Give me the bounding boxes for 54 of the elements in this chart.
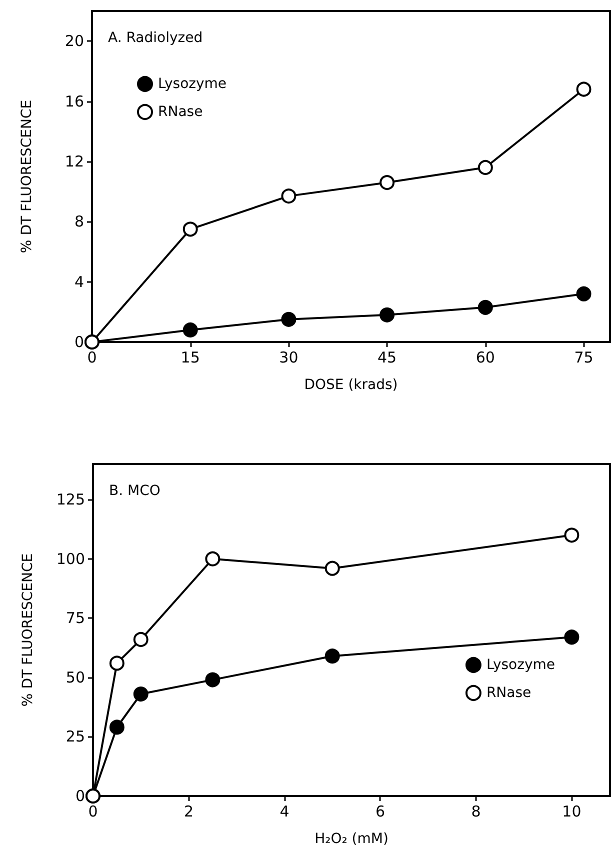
point [133, 686, 148, 702]
legend-label: RNase [486, 685, 532, 701]
point [478, 160, 493, 175]
x-tick-label: 4 [280, 802, 290, 820]
x-tick-label: 0 [88, 802, 98, 820]
point [205, 672, 220, 688]
y-tick-label: 16 [64, 92, 84, 110]
y-tick-label: 4 [74, 272, 84, 291]
y-tick-label: 50 [66, 668, 85, 686]
x-tick-label: 2 [184, 802, 194, 820]
point [576, 82, 592, 97]
x-tick-label: 8 [471, 802, 481, 820]
point [564, 528, 580, 543]
annotation: A. Radiolyzed [108, 30, 203, 46]
legend-label: Lysozyme [158, 76, 227, 92]
point [576, 286, 592, 302]
point [281, 312, 296, 327]
y-tick-label: 8 [74, 212, 84, 231]
y-tick-label: 125 [56, 490, 85, 509]
point [324, 560, 340, 576]
y-tick-label: 12 [64, 152, 84, 170]
x-tick-label: 15 [180, 348, 200, 366]
x-tick-label: 30 [279, 348, 298, 366]
y-tick-label: 75 [66, 609, 85, 628]
point [109, 656, 124, 671]
point [133, 632, 148, 647]
legend-label: RNase [158, 104, 203, 120]
x-tick-label: 60 [476, 348, 495, 366]
point [205, 551, 220, 566]
point [182, 222, 198, 237]
point [182, 322, 198, 338]
x-axis-title: DOSE (krads) [304, 377, 398, 393]
x-tick-label: 10 [562, 802, 582, 820]
x-tick-label: 45 [378, 348, 397, 366]
point [564, 630, 580, 645]
y-axis-title: % DT FLUORESCENCE [20, 553, 36, 707]
y-tick-label: 0 [75, 787, 85, 805]
y-axis-title: % DT FLUORESCENCE [19, 100, 35, 254]
legend-label: Lysozyme [486, 657, 556, 673]
point [324, 648, 340, 664]
y-tick-label: 20 [64, 32, 84, 50]
point [380, 307, 395, 322]
y-tick-label: 100 [56, 550, 85, 568]
y-tick-label: 0 [74, 333, 84, 351]
point [109, 720, 124, 735]
y-tick-label: 25 [66, 728, 85, 746]
x-tick-label: 6 [375, 802, 385, 820]
point [478, 300, 493, 315]
x-tick-label: 75 [574, 348, 594, 366]
x-axis-title: H₂O₂ (mM) [314, 831, 388, 847]
point [281, 188, 296, 204]
point [380, 175, 395, 190]
x-tick-label: 0 [87, 348, 97, 366]
annotation: B. MCO [109, 483, 160, 499]
